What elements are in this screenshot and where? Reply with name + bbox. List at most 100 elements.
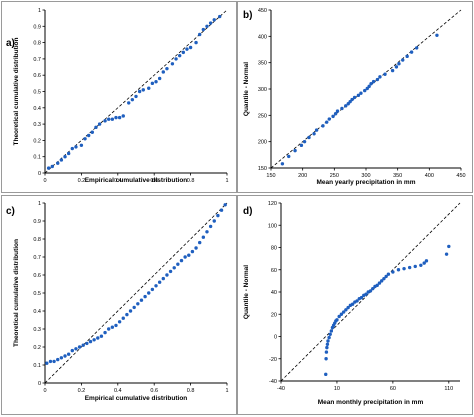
data-point [139,298,144,302]
y-tick-label: 0.6 [33,273,41,279]
data-point [377,281,382,285]
y-tick-label: 300 [258,87,267,93]
data-point [333,112,338,116]
data-point [168,269,173,274]
data-point [350,302,355,306]
y-tick-label: 0 [274,335,277,341]
data-point [355,299,359,303]
data-point [46,166,51,170]
data-point [394,65,399,69]
data-point [359,91,363,95]
data-point [63,155,67,159]
y-tick-label: 0.2 [33,345,41,351]
y-tick-label: 0.6 [33,73,41,79]
y-tick-label: 0.1 [33,155,41,161]
panel-label: c) [6,206,15,217]
data-point [324,357,328,361]
data-point [287,154,291,159]
data-point [383,72,387,76]
x-tick-label: -40 [277,386,285,392]
data-point [208,21,213,25]
data-point [130,97,135,102]
data-point [435,33,439,37]
data-point [107,327,111,331]
data-point [198,240,202,245]
data-point [147,291,151,295]
data-point [205,24,209,28]
y-tick-label: 0.2 [33,138,41,144]
data-point [356,93,361,98]
reference-line [270,9,462,169]
panel-frame-c [1,195,237,415]
chart-panel: d) -40 -20 0 20 40 60 80 100 120 -40 10 60 110 Mean mo… [243,201,461,406]
data-point [384,274,388,279]
y-axis-title: Quantile - Normal [243,265,250,319]
x-axis-title: Mean yearly precipitation in mm [317,179,416,186]
data-point [66,352,71,356]
y-tick-label: 0.8 [33,41,41,47]
data-point [183,255,187,259]
data-point [419,263,423,267]
data-point [181,50,186,55]
y-tick-label: 0 [38,171,41,177]
data-point [375,77,380,82]
data-point [371,286,375,291]
data-point [314,128,319,132]
data-point [293,148,297,153]
data-point [390,68,395,73]
y-tick-label: 450 [258,8,267,14]
x-tick-label: 0.8 [187,388,195,394]
x-tick-label: 0.8 [187,178,195,184]
x-tick-label: 250 [330,173,339,179]
data-point [344,308,348,312]
data-point [367,84,371,89]
data-point [48,359,53,364]
data-point [86,133,91,138]
chart-panel: a) 0 0.1 0.2 0.3 0.4 0.5 0.6 0.7 0.8 0.9 1 0 0.2 0.4 0.… [6,8,229,184]
x-tick-label: 0.4 [114,388,122,394]
data-point [401,58,405,62]
data-point [325,345,329,350]
y-tick-label: 200 [258,140,267,146]
x-axis-title: Mean monthly precipitation in mm [318,399,424,406]
y-tick-label: 0.7 [33,255,41,261]
y-tick-label: 40 [271,290,277,296]
x-tick-label: 1 [225,388,228,394]
y-tick-label: 250 [258,113,267,119]
data-point [56,161,60,165]
panel-frame-b [237,1,473,193]
data-point [83,137,87,141]
data-point [307,135,311,140]
data-point [114,115,118,120]
x-tick-label: 150 [266,173,275,179]
data-point [299,143,304,148]
x-tick-label: 300 [361,173,370,179]
data-point [187,253,191,257]
data-point [63,354,67,358]
y-tick-label: 60 [271,268,277,274]
data-point [96,336,100,340]
x-axis-title: Empirical cumulative distribution [85,395,188,402]
data-point [444,252,449,256]
x-tick-label: 400 [425,173,434,179]
data-point [70,348,75,353]
data-point [396,268,401,272]
data-point [88,339,93,344]
data-point [321,124,325,128]
y-tick-label: 100 [268,223,277,229]
x-axis-title: Empirical cumulative distribution [85,177,188,184]
data-point [379,279,384,283]
data-point [59,356,64,360]
data-point [150,81,155,86]
data-point [326,339,330,343]
data-point [386,272,391,276]
x-tick-label: 0 [43,178,46,184]
data-point [201,27,206,32]
data-point [352,95,357,100]
data-point [143,294,147,299]
data-point [190,249,195,254]
data-point [117,115,122,120]
data-point [74,347,78,351]
y-tick-label: 20 [271,312,277,318]
